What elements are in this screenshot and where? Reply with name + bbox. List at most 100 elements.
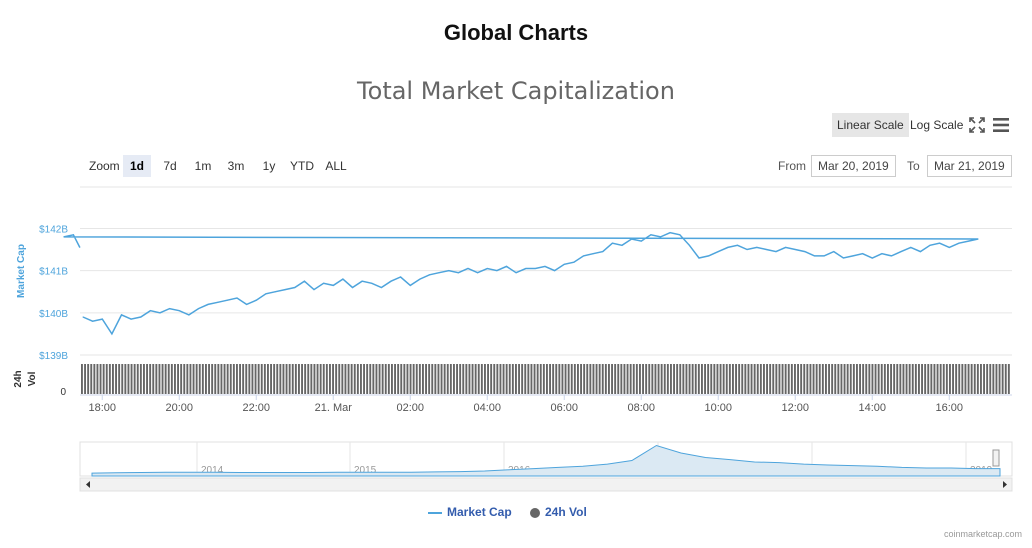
market-cap-point: [236, 297, 238, 299]
volume-bar: [828, 364, 830, 394]
volume-bar: [301, 364, 303, 394]
zoom-7d-button[interactable]: 7d: [163, 159, 177, 173]
volume-bar: [790, 364, 793, 394]
volume-bar: [403, 364, 406, 394]
zoom-1y-button[interactable]: 1y: [262, 159, 276, 173]
volume-bar: [350, 364, 353, 394]
volume-bar: [260, 364, 263, 394]
volume-bar: [316, 364, 319, 394]
volume-bar: [983, 364, 985, 394]
volume-bar: [645, 364, 648, 394]
market-cap-point: [842, 257, 844, 259]
volume-bar: [704, 364, 706, 394]
volume-bar: [608, 364, 610, 394]
main-chart: $139B $140B $141B $142B Market Cap 24h Vol 0 18:…: [13, 186, 1012, 414]
fullscreen-icon[interactable]: [969, 117, 985, 133]
volume-bar: [924, 364, 927, 394]
volume-bar: [440, 364, 443, 394]
volume-bar: [849, 364, 852, 394]
volume-bar: [821, 364, 824, 394]
volume-bar: [756, 364, 759, 394]
volume-bar: [434, 364, 437, 394]
x-tick-label: 16:00: [935, 402, 963, 414]
legend-market-cap[interactable]: Market Cap: [428, 505, 512, 519]
volume-bar: [270, 364, 272, 394]
volume-bar: [341, 364, 344, 394]
hamburger-menu-icon[interactable]: [993, 118, 1009, 132]
volume-bar: [952, 364, 954, 394]
log-scale-button[interactable]: Log Scale: [910, 118, 964, 132]
linear-scale-button[interactable]: Linear Scale: [832, 113, 909, 137]
zoom-1m-button[interactable]: 1m: [194, 159, 212, 173]
volume-bar: [484, 364, 486, 394]
volume-bar: [437, 364, 440, 394]
market-cap-point: [948, 246, 950, 248]
x-tick-label: 18:00: [88, 402, 116, 414]
volume-bar: [229, 364, 232, 394]
volume-bar: [267, 364, 269, 394]
volume-bar: [914, 364, 917, 394]
range-from-input[interactable]: Mar 20, 2019: [811, 155, 896, 177]
range-to-input[interactable]: Mar 21, 2019: [927, 155, 1012, 177]
market-cap-point: [563, 263, 565, 265]
volume-bar: [310, 364, 313, 394]
credits-link[interactable]: coinmarketcap.com: [943, 529, 1022, 539]
volume-bar: [360, 364, 362, 394]
zoom-all-button[interactable]: ALL: [325, 159, 347, 173]
volume-bar: [508, 364, 511, 394]
market-cap-point: [727, 246, 729, 248]
volume-bar: [384, 364, 387, 394]
market-cap-point: [871, 257, 873, 259]
volume-bar: [397, 364, 400, 394]
zoom-1d-button[interactable]: 1d: [123, 155, 151, 177]
zoom-ytd-button[interactable]: YTD: [290, 159, 314, 173]
volume-bar: [96, 364, 99, 394]
market-cap-point: [486, 268, 488, 269]
zoom-3m-button[interactable]: 3m: [227, 159, 245, 173]
volume-bar: [462, 364, 465, 394]
volume-bar: [208, 364, 210, 394]
market-cap-point: [968, 240, 969, 242]
volume-bar: [986, 364, 989, 394]
volume-bar: [105, 364, 108, 394]
volume-bar: [893, 364, 896, 394]
volume-bar: [902, 364, 905, 394]
volume-bar: [809, 364, 812, 394]
volume-bar: [381, 364, 384, 394]
volume-bar: [927, 364, 930, 394]
volume-axis-title-line2: Vol: [27, 371, 38, 386]
volume-y-tick-zero: 0: [60, 387, 66, 398]
legend-24h-vol[interactable]: 24h Vol: [530, 505, 587, 519]
volume-bar: [232, 364, 235, 394]
volume-bar: [837, 364, 840, 394]
market-cap-point: [525, 268, 527, 269]
market-cap-point: [746, 249, 748, 250]
volume-bar: [192, 364, 195, 394]
volume-bar: [905, 364, 908, 394]
volume-bar: [530, 364, 533, 394]
navigator-chart[interactable]: 201420152016201720182019: [0, 436, 1032, 496]
volume-bar: [831, 364, 834, 394]
volume-bar: [431, 364, 434, 394]
volume-bar: [716, 364, 719, 394]
market-cap-point: [448, 270, 450, 272]
volume-bar: [251, 364, 254, 394]
volume-bar: [648, 364, 651, 394]
volume-bar: [282, 364, 285, 394]
volume-bar: [586, 364, 589, 394]
volume-bar: [558, 364, 561, 394]
x-tick-label: 08:00: [627, 402, 655, 414]
volume-bar: [456, 364, 458, 394]
market-cap-point: [323, 282, 325, 284]
volume-bar: [356, 364, 359, 394]
x-tick-label: 02:00: [396, 402, 424, 414]
volume-bar: [211, 364, 214, 394]
market-cap-point: [496, 270, 498, 272]
volume-bar: [949, 364, 951, 394]
market-cap-point: [679, 234, 681, 236]
volume-bar: [487, 364, 489, 394]
volume-bar: [701, 364, 703, 394]
volume-bar: [1001, 364, 1004, 394]
volume-bar: [772, 364, 775, 394]
market-cap-point: [72, 234, 74, 236]
